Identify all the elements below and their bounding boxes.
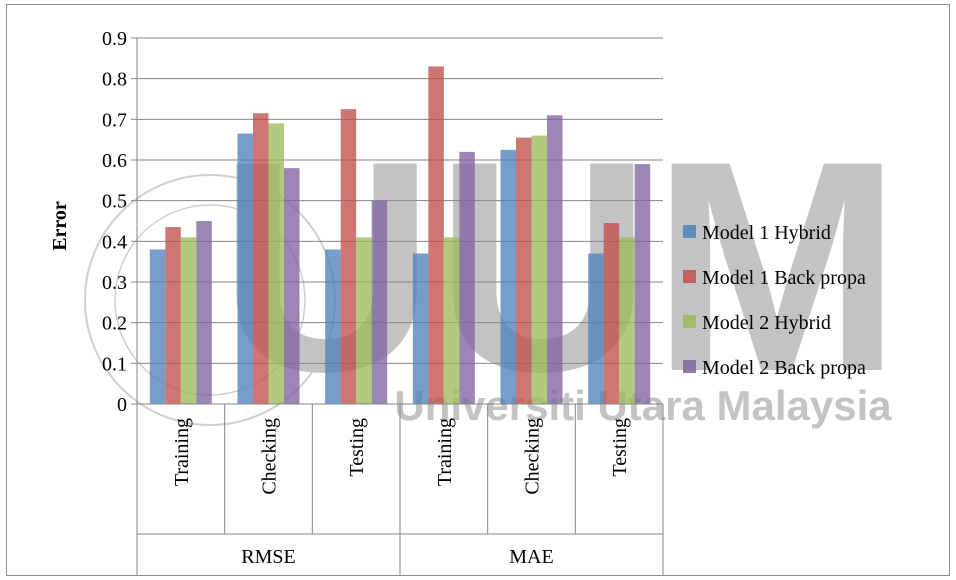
y-tick-label: 0.7 bbox=[102, 109, 127, 131]
bar bbox=[284, 168, 300, 404]
bar bbox=[443, 237, 460, 404]
x-category-label: Training bbox=[171, 418, 193, 486]
legend-item: Model 2 Back propa bbox=[683, 357, 866, 379]
y-axis-title: Error bbox=[49, 201, 71, 251]
bar bbox=[340, 109, 357, 405]
y-tick-label: 0.3 bbox=[102, 272, 127, 294]
bar bbox=[603, 223, 620, 404]
bar bbox=[428, 66, 444, 404]
legend-label: Model 2 Back propa bbox=[702, 357, 866, 379]
legend-item: Model 1 Back propa bbox=[683, 267, 866, 289]
x-category-label: Checking bbox=[522, 418, 544, 495]
x-category-label: Checking bbox=[259, 418, 281, 495]
bar bbox=[371, 200, 388, 404]
legend-swatch bbox=[683, 360, 696, 373]
bar bbox=[237, 133, 253, 405]
bar bbox=[500, 149, 516, 404]
x-group-labels: RMSE MAE bbox=[241, 546, 553, 568]
y-tick-label: 0.4 bbox=[102, 231, 127, 253]
legend-item: Model 2 Hybrid bbox=[683, 312, 831, 334]
y-tick-label: 0.8 bbox=[102, 69, 127, 91]
bar bbox=[619, 237, 635, 404]
axes bbox=[136, 38, 664, 576]
y-tick-label: 0.9 bbox=[102, 28, 127, 50]
y-tick-label: 0 bbox=[117, 394, 127, 416]
bar bbox=[412, 253, 429, 404]
bars bbox=[149, 66, 651, 405]
bar bbox=[356, 237, 372, 404]
bar bbox=[253, 113, 269, 404]
bar bbox=[180, 237, 197, 404]
legend-swatch bbox=[683, 315, 696, 328]
bar bbox=[547, 115, 563, 405]
bar bbox=[459, 151, 475, 404]
x-category-labels: Training Checking Testing Training Checking T… bbox=[171, 418, 631, 495]
legend: Model 1 Hybrid Model 1 Back propa Model 2 … bbox=[683, 222, 866, 379]
x-category-label: Testing bbox=[346, 418, 368, 477]
bar bbox=[165, 227, 181, 404]
bar bbox=[325, 249, 341, 404]
bar bbox=[196, 221, 212, 404]
y-tick-label: 0.1 bbox=[102, 353, 127, 375]
x-group-label: RMSE bbox=[241, 546, 295, 568]
bar bbox=[588, 253, 604, 404]
y-tick-label: 0.6 bbox=[102, 150, 127, 172]
bar bbox=[531, 135, 547, 404]
bar bbox=[149, 249, 166, 404]
x-category-label: Training bbox=[434, 418, 456, 486]
x-group-label: MAE bbox=[509, 546, 553, 568]
legend-swatch bbox=[683, 270, 696, 283]
x-category-label: Testing bbox=[609, 418, 631, 477]
legend-label: Model 2 Hybrid bbox=[702, 312, 831, 334]
legend-swatch bbox=[683, 225, 696, 238]
legend-item: Model 1 Hybrid bbox=[683, 222, 831, 244]
bar bbox=[516, 137, 532, 404]
legend-label: Model 1 Hybrid bbox=[702, 222, 831, 244]
y-tick-labels: 0 0.1 0.2 0.3 0.4 0.5 0.6 0.7 0.8 0.9 bbox=[102, 28, 127, 416]
legend-label: Model 1 Back propa bbox=[702, 267, 866, 289]
bar bbox=[268, 123, 284, 405]
bar bbox=[634, 164, 651, 404]
y-tick-label: 0.5 bbox=[102, 191, 127, 213]
y-tick-label: 0.2 bbox=[102, 313, 127, 335]
